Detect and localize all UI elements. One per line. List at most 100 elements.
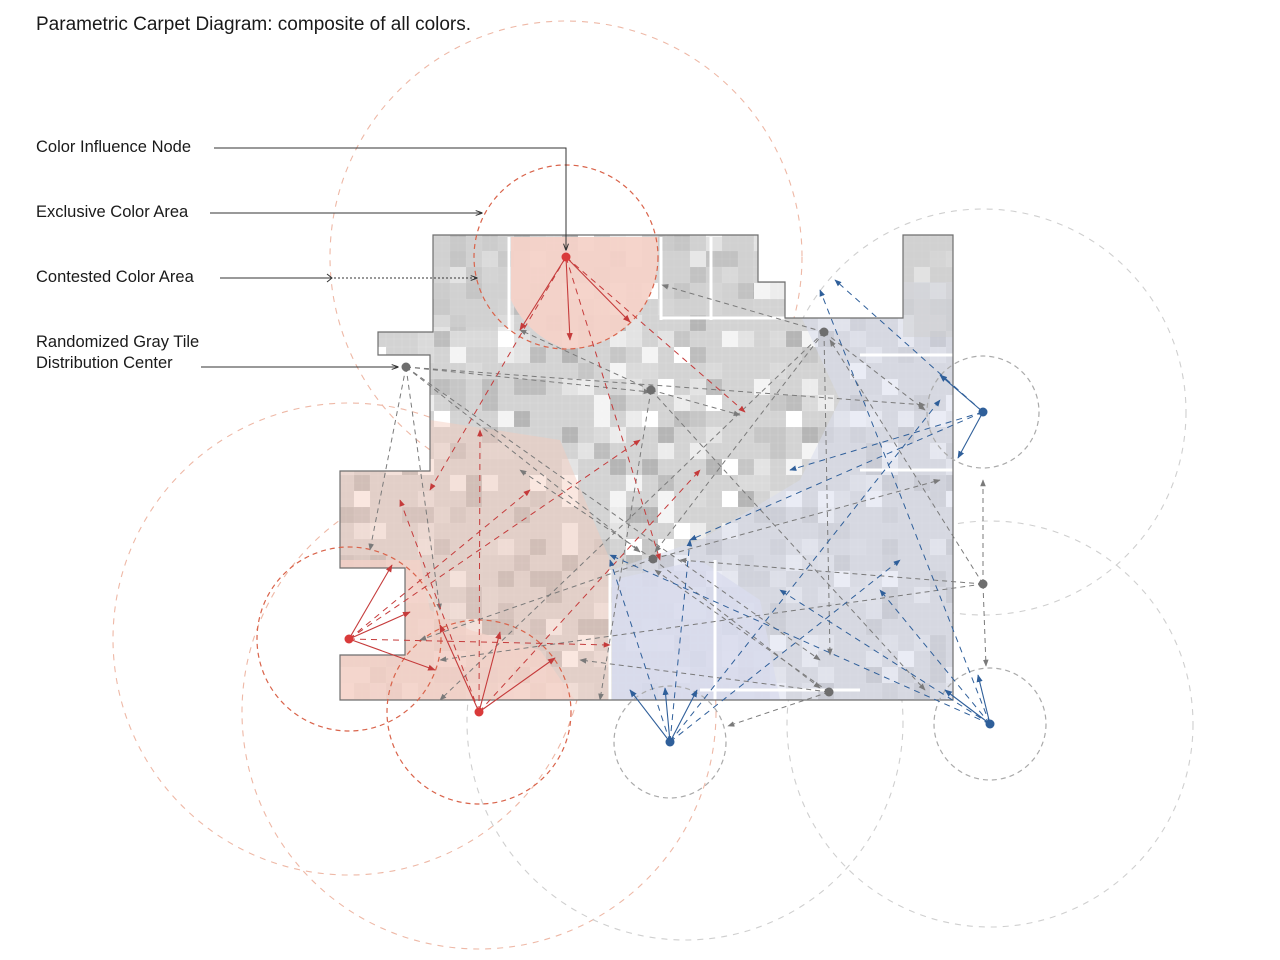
gray-tile (754, 283, 770, 299)
legend-label-contested-color-area: Contested Color Area (36, 268, 194, 286)
gray-tile (370, 379, 386, 395)
gray-tile (626, 411, 642, 427)
gray-tile (642, 347, 658, 363)
blue-exclusive-arrows (629, 374, 991, 743)
gray-tile (418, 283, 434, 299)
gray-tile (418, 491, 434, 507)
gray-distribution-center (646, 385, 656, 395)
gray-tile (562, 651, 578, 667)
gray-tile (418, 523, 434, 539)
gray-tile (690, 443, 706, 459)
gray-tile (370, 235, 386, 251)
gray-tile (498, 331, 514, 347)
gray-tile (498, 411, 514, 427)
legend-label-color-influence-node: Color Influence Node (36, 138, 192, 156)
gray-tile (770, 331, 786, 347)
gray-tile (706, 363, 722, 379)
gray-tile (546, 619, 562, 635)
gray-tile (450, 571, 466, 587)
gray-tile (546, 587, 562, 603)
gray-exclusive-circle (926, 355, 1040, 469)
gray-tile (610, 491, 626, 507)
gray-tile (594, 587, 610, 603)
gray-tile (802, 347, 818, 363)
gray-tile (498, 347, 514, 363)
gray-tile (578, 443, 594, 459)
gray-tile (642, 459, 658, 475)
gray-tile (818, 299, 834, 315)
gray-tile (642, 699, 658, 700)
gray-tile (402, 235, 418, 251)
gray-tile (498, 571, 514, 587)
gray-pure-wing (903, 237, 953, 337)
gray-tile (610, 523, 626, 539)
gray-tile (562, 459, 578, 475)
gray-tile (802, 395, 818, 411)
gray-tile (354, 347, 370, 363)
gray-tile (482, 395, 498, 411)
gray-pure-wing (663, 237, 753, 317)
gray-tile (738, 475, 754, 491)
legend-label-exclusive-color-area: Exclusive Color Area (36, 203, 189, 221)
gray-tile (482, 379, 498, 395)
gray-tile (658, 379, 674, 395)
gray-tile (722, 331, 738, 347)
blue-influence-node (978, 407, 988, 417)
gray-distribution-arrows (368, 284, 989, 727)
gray-influence-circle (786, 520, 1194, 928)
gray-distribution-centers (401, 327, 988, 697)
gray-tile (482, 475, 498, 491)
gray-tile (658, 491, 674, 507)
gray-tile (466, 603, 482, 619)
gray-tile (642, 363, 658, 379)
gray-tile (610, 363, 626, 379)
red-influence-node (344, 634, 354, 644)
leader-color-influence-node (214, 147, 566, 250)
gray-tile (354, 427, 370, 443)
blue-exclusive-area (612, 560, 780, 700)
gray-tile (340, 299, 354, 315)
gray-tile (786, 331, 802, 347)
gray-tile (642, 411, 658, 427)
gray-tile (754, 475, 770, 491)
gray-tile (562, 539, 578, 555)
gray-tile (786, 251, 802, 267)
gray-tile (626, 331, 642, 347)
gray-tile (370, 699, 386, 700)
gray-tile (386, 299, 402, 315)
color-influence-nodes (344, 252, 995, 747)
gray-tile (434, 507, 450, 523)
gray-tile (482, 427, 498, 443)
gray-tile (706, 379, 722, 395)
gray-tile (514, 507, 530, 523)
gray-tile (818, 235, 834, 251)
gray-tile (450, 379, 466, 395)
gray-tile (354, 475, 370, 491)
gray-tile (610, 347, 626, 363)
gray-tile (530, 571, 546, 587)
gray-tile (418, 315, 434, 331)
gray-tile (530, 491, 546, 507)
gray-tile (370, 283, 386, 299)
gray-tile (402, 379, 418, 395)
gray-tile (530, 347, 546, 363)
gray-tile (418, 299, 434, 315)
red-influence-node (561, 252, 571, 262)
gray-tile (340, 507, 354, 523)
gray-tile (610, 459, 626, 475)
page-title: Parametric Carpet Diagram: composite of … (36, 14, 472, 35)
gray-tile (546, 571, 562, 587)
gray-tile (434, 379, 450, 395)
gray-tile (722, 491, 738, 507)
gray-tile (786, 395, 802, 411)
gray-tile (690, 411, 706, 427)
gray-tile (594, 395, 610, 411)
gray-tile (482, 587, 498, 603)
gray-tile (434, 411, 450, 427)
gray-tile (690, 347, 706, 363)
gray-tile (882, 251, 898, 267)
gray-tile (594, 619, 610, 635)
wall-seams (507, 237, 953, 700)
gray-tile (658, 443, 674, 459)
